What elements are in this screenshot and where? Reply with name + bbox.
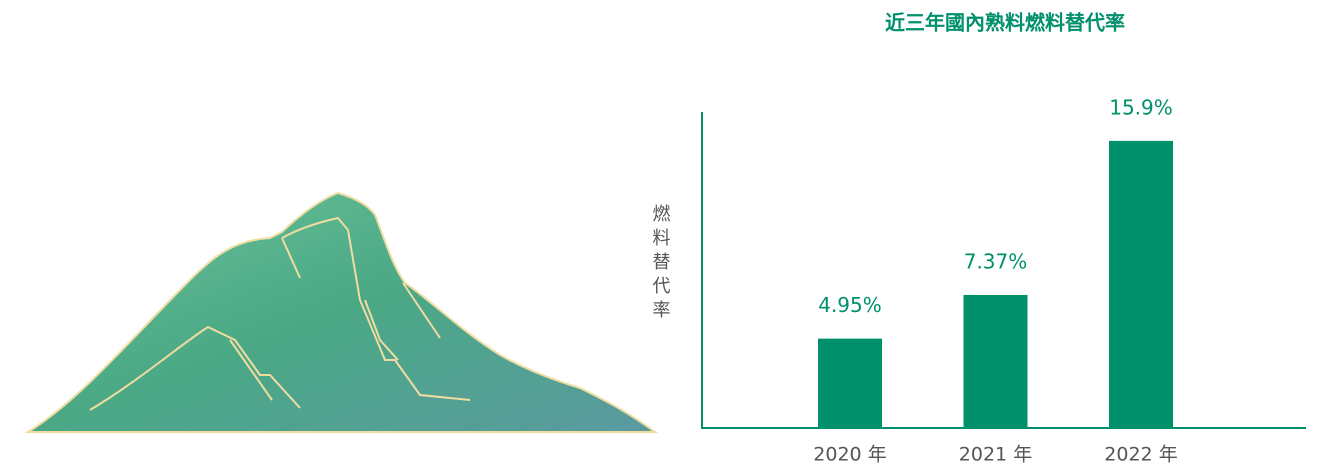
chart-title: 近三年國內熟料燃料替代率: [885, 11, 1125, 35]
bar: [818, 338, 882, 428]
value-label: 7.37%: [964, 249, 1028, 273]
value-label: 4.95%: [818, 293, 882, 317]
y-axis-label: 燃料替代率: [650, 204, 671, 324]
bar: [963, 294, 1028, 428]
x-tick-label: 2020 年: [813, 444, 886, 466]
x-tick-label: 2021 年: [959, 444, 1032, 466]
mountain-illustration: [24, 191, 659, 433]
value-label: 15.9%: [1109, 95, 1173, 119]
bar: [1109, 140, 1173, 429]
x-tick-label: 2022 年: [1104, 444, 1177, 466]
